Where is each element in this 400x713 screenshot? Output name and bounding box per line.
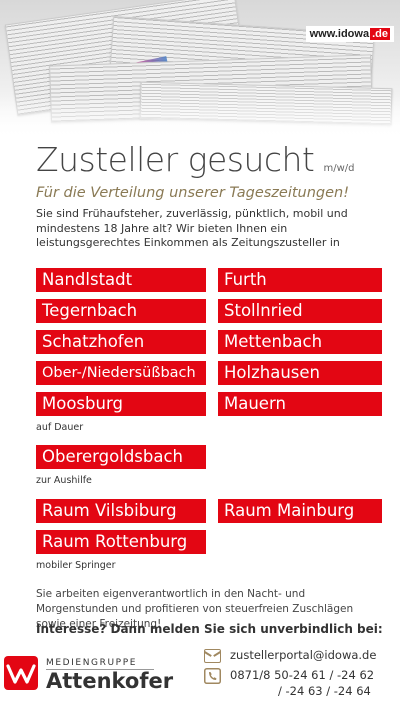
location-tag: Holzhausen	[218, 361, 382, 385]
location-tag: Moosburg	[36, 392, 206, 416]
location-tag: Mauern	[218, 392, 382, 416]
contact-phone-line1[interactable]: 0871/8 50-24 61 / -24 62	[230, 668, 375, 682]
location-tag: Schatzhofen	[36, 330, 206, 354]
header-newspaper-photo: www.idowa .de	[0, 0, 400, 140]
location-tag: Mettenbach	[218, 330, 382, 354]
headline-gender-suffix: m/w/d	[323, 163, 355, 174]
location-tag: Raum Rottenburg	[36, 530, 206, 554]
mail-icon	[204, 649, 221, 663]
headline: Zusteller gesucht m/w/d	[36, 140, 354, 179]
call-to-action: Interesse? Dann melden Sie sich unverbin…	[36, 622, 383, 636]
location-tag: Raum Vilsbiburg	[36, 499, 206, 523]
contact-email[interactable]: zustellerportal@idowa.de	[230, 648, 377, 662]
note-permanent: auf Dauer	[36, 422, 84, 433]
location-tag: Stollnried	[218, 299, 382, 323]
attenkofer-logo-mark-icon	[4, 656, 38, 690]
photo-fade	[0, 95, 400, 140]
body-text: Sie arbeiten eigenverantwortlich in den …	[36, 588, 354, 630]
url-tld: .de	[370, 28, 390, 40]
logo-divider	[46, 669, 154, 670]
url-main: www.idowa	[309, 28, 370, 40]
subheadline: Für die Verteilung unserer Tageszeitunge…	[36, 185, 350, 201]
location-tag: Nandlstadt	[36, 268, 206, 292]
attenkofer-logo: MEDIENGRUPPE Attenkofer	[4, 650, 194, 700]
intro-text: Sie sind Frühaufsteher, zuverlässig, pün…	[36, 207, 348, 249]
logo-line1: MEDIENGRUPPE	[46, 658, 138, 668]
contact-phone-line2[interactable]: / -24 63 / -24 64	[278, 684, 371, 698]
note-mobile: mobiler Springer	[36, 560, 116, 571]
website-url-badge[interactable]: www.idowa .de	[305, 26, 394, 42]
location-tag: Ober-/Niedersüßbach	[36, 361, 206, 385]
note-temp: zur Aushilfe	[36, 475, 92, 486]
location-tag: Furth	[218, 268, 382, 292]
location-tag: Raum Mainburg	[218, 499, 382, 523]
headline-main: Zusteller gesucht	[36, 140, 315, 179]
phone-icon	[204, 668, 221, 684]
location-tag: Oberergoldsbach	[36, 445, 206, 469]
logo-line2: Attenkofer	[46, 669, 174, 693]
location-tag: Tegernbach	[36, 299, 206, 323]
